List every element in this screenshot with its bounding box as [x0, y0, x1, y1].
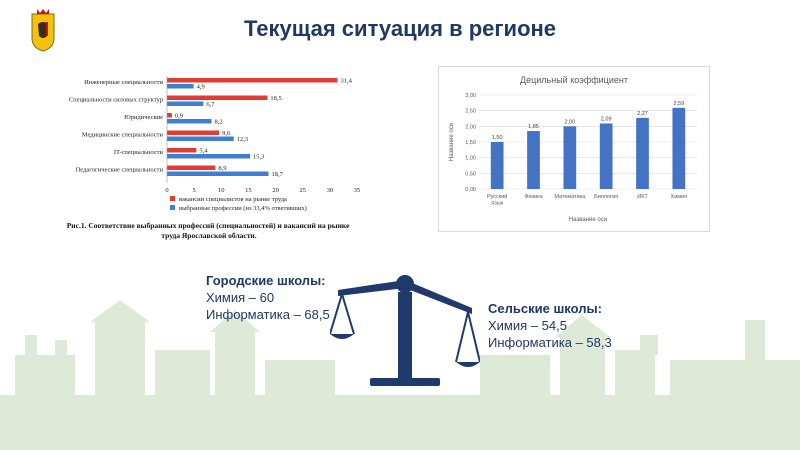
category-label: Педагогические специальности	[76, 167, 164, 174]
data-label: 2,59	[673, 101, 684, 107]
category-label: IT-специальности	[114, 149, 164, 156]
bar-vacancies	[167, 113, 172, 118]
x-axis-title: Название оси	[569, 217, 607, 223]
bar	[527, 131, 540, 189]
city-schools-heading: Городские школы:	[206, 273, 326, 288]
bar-chosen	[167, 119, 212, 124]
city-schools-informatics: Информатика – 68,5	[206, 307, 330, 322]
data-label: 5,4	[199, 148, 208, 155]
x-tick-label: 10	[218, 187, 225, 194]
x-tick-part: Русский	[487, 193, 507, 200]
rural-schools-chemistry: Химия – 54,5	[488, 318, 567, 333]
data-label: 1,85	[528, 124, 539, 130]
data-label: 1,50	[492, 135, 503, 141]
city-schools-note: Городские школы: Химия – 60 Информатика …	[206, 272, 330, 323]
legend-swatch	[170, 196, 175, 201]
y-tick-label: 2,50	[465, 109, 476, 115]
region-emblem-icon	[31, 9, 55, 52]
caption-line: Рис.1. Соответствие выбранных профессий …	[67, 221, 352, 230]
data-label: 8,9	[218, 165, 226, 172]
bar	[599, 123, 613, 189]
legend-entry: вакансии специалистов на рынке труда	[179, 196, 287, 203]
x-tick-label: ИКТ	[637, 194, 648, 200]
data-label: 9,6	[222, 130, 231, 137]
data-label: 2,09	[601, 117, 612, 123]
caption-line: труда Ярославской области.	[161, 231, 256, 240]
vacancy-comparison-chart: Инженерные специальности 31,4 4,9 Специальн…	[67, 76, 361, 240]
bar-chosen	[167, 101, 204, 106]
x-tick-part: ИКТ	[637, 194, 648, 200]
bar-chosen	[167, 154, 251, 159]
figure-caption: Рис.1. Соответствие выбранных профессий …	[67, 221, 352, 240]
bar	[490, 142, 504, 189]
x-tick-part: Математика	[554, 194, 586, 200]
data-label: 15,3	[253, 154, 264, 161]
decile-chart-panel: Децильный коэффициент 0,00 0,50 1,00 1,50 2,0…	[438, 66, 710, 232]
y-tick-label: 0,50	[465, 171, 476, 177]
legend-entry: выбранные профессии (из 33,4% ответивших…	[179, 205, 307, 212]
vacancy-chart-panel: Инженерные специальности 31,4 4,9 Специальн…	[42, 68, 377, 248]
data-label: 2,00	[564, 119, 575, 125]
x-tick-label: Химия	[671, 194, 688, 200]
bar-vacancies	[167, 130, 220, 135]
x-tick-label: Русский язык	[487, 193, 507, 207]
x-tick-label: 20	[272, 187, 279, 194]
x-tick-part: Биология	[594, 194, 618, 200]
x-tick-label: 30	[327, 187, 334, 194]
category-label: Медицинские специальности	[82, 132, 164, 139]
bar	[672, 107, 686, 189]
bar-vacancies	[167, 95, 268, 100]
x-tick-label: 5	[193, 187, 196, 194]
bar-chosen	[167, 84, 194, 89]
bar-vacancies	[167, 148, 197, 153]
bar-vacancies	[167, 165, 216, 170]
y-tick-label: 3,00	[465, 93, 476, 99]
category-label: Специальности силовых структур	[69, 97, 163, 104]
scales-icon	[330, 275, 480, 386]
bar-chosen	[167, 136, 234, 141]
y-tick-label: 0,00	[465, 187, 476, 193]
city-schools-chemistry: Химия – 60	[206, 290, 275, 305]
data-label: 31,4	[340, 78, 352, 85]
data-label: 8,2	[215, 119, 223, 126]
y-tick-label: 1,00	[465, 156, 476, 162]
x-tick-label: Математика	[554, 194, 586, 200]
legend-swatch	[170, 205, 175, 210]
x-tick-part: Физика	[524, 194, 543, 200]
decile-coefficient-chart: Децильный коэффициент 0,00 0,50 1,00 1,50 2,0…	[449, 75, 697, 223]
y-axis-title: Название оси	[449, 123, 455, 161]
rural-schools-note: Сельские школы: Химия – 54,5 Информатика…	[488, 300, 612, 351]
data-label: 2,27	[637, 111, 648, 117]
data-label: 12,3	[237, 136, 248, 143]
data-label: 0,9	[175, 113, 183, 120]
bar	[563, 126, 577, 189]
y-tick-label: 1,50	[465, 140, 476, 146]
bar	[636, 117, 649, 189]
x-tick-part: Химия	[671, 194, 688, 200]
data-label: 18,7	[272, 171, 284, 178]
bar-chosen	[167, 171, 269, 176]
category-label: Инженерные специальности	[84, 79, 163, 86]
x-tick-part: язык	[491, 201, 503, 207]
x-tick-label: 25	[299, 187, 306, 194]
data-label: 18,5	[270, 95, 281, 102]
city-skyline-background	[0, 300, 800, 450]
slide-title: Текущая ситуация в регионе	[243, 16, 557, 41]
x-tick-label: 15	[245, 187, 252, 194]
data-label: 4,9	[197, 84, 205, 91]
chart-title: Децильный коэффициент	[520, 75, 628, 85]
data-label: 6,7	[206, 101, 215, 108]
x-tick-label: 0	[165, 187, 168, 194]
rural-schools-heading: Сельские школы:	[488, 301, 602, 316]
bar-vacancies	[167, 78, 338, 83]
y-tick-label: 2,00	[465, 124, 476, 130]
x-tick-label: Физика	[524, 194, 543, 200]
x-tick-label: Биология	[594, 194, 618, 200]
category-label: Юридические	[124, 114, 163, 121]
rural-schools-informatics: Информатика – 58,3	[488, 335, 612, 350]
x-tick-label: 35	[354, 187, 361, 194]
